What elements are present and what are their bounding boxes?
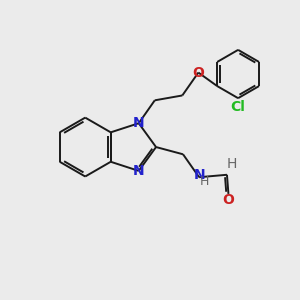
Text: O: O (192, 66, 204, 80)
Text: N: N (193, 168, 205, 182)
Text: H: H (227, 158, 237, 172)
Text: Cl: Cl (231, 100, 245, 114)
Text: N: N (133, 116, 145, 130)
Text: H: H (200, 175, 209, 188)
Text: N: N (133, 164, 145, 178)
Text: O: O (223, 193, 234, 207)
